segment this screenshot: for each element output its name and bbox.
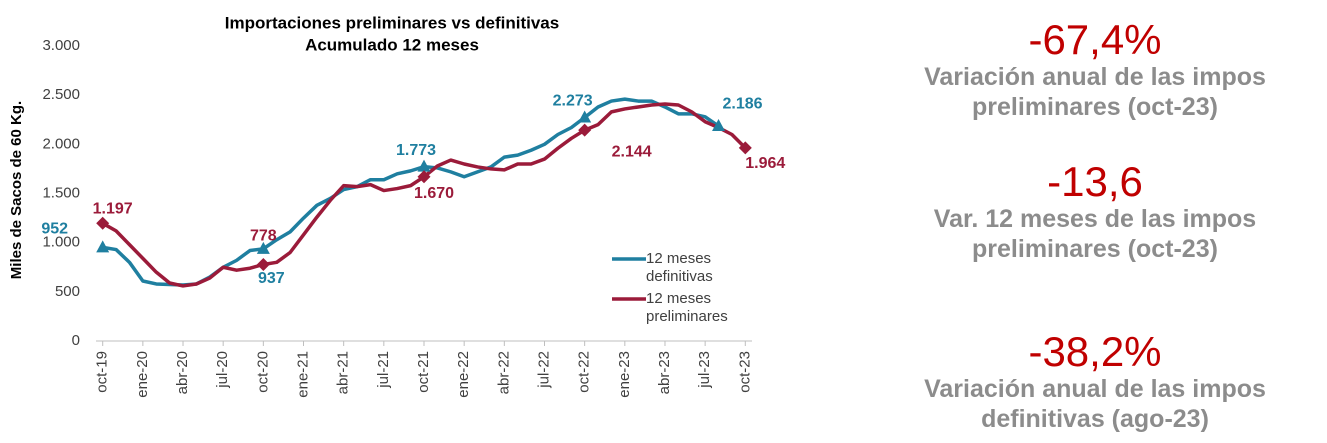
x-tick-label: abr-23 [656, 351, 673, 394]
x-tick-label: oct-20 [254, 351, 271, 393]
data-label: 2.186 [723, 95, 763, 112]
x-tick-label: oct-23 [736, 351, 753, 393]
data-label: 2.273 [553, 93, 593, 110]
kpi-value: -67,4% [1028, 16, 1162, 63]
x-tick-label: abr-20 [174, 351, 191, 394]
point-marker [256, 241, 270, 254]
x-tick-label: jul-20 [214, 351, 231, 389]
x-tick-label: jul-22 [535, 351, 552, 389]
legend-item: 12 meses definitivas [612, 250, 762, 286]
y-tick-label: 0 [72, 332, 80, 349]
x-tick-label: oct-22 [576, 351, 593, 393]
point-marker [578, 123, 592, 137]
point-marker [712, 119, 726, 132]
kpi-description: Variación anual de las impos preliminare… [924, 63, 1266, 121]
data-label: 937 [258, 270, 285, 287]
data-label: 778 [250, 228, 277, 245]
x-tick-label: ene-20 [134, 351, 151, 398]
y-tick-label: 500 [55, 283, 80, 300]
legend-swatch [612, 297, 646, 301]
point-marker [417, 159, 431, 172]
x-tick-label: abr-21 [335, 351, 352, 394]
y-tick-label: 1.500 [42, 184, 80, 201]
data-label: 1.670 [414, 185, 454, 202]
y-tick-label: 3.000 [42, 37, 80, 54]
data-label: 2.144 [612, 143, 652, 160]
y-tick-label: 1.000 [42, 234, 80, 251]
chart-title: Importaciones preliminares vs definitiva… [225, 13, 559, 32]
point-marker [738, 141, 752, 155]
kpi-description: Var. 12 meses de las impos preliminares … [933, 205, 1257, 263]
kpi: -13,6 Var. 12 meses de las impos prelimi… [900, 160, 1290, 264]
y-tick-label: 2.500 [42, 86, 80, 103]
legend-label: 12 meses preliminares [646, 290, 728, 325]
legend-item: 12 meses preliminares [612, 290, 762, 326]
kpi: -67,4% Variación anual de las impos prel… [860, 18, 1327, 122]
x-tick-label: ene-22 [455, 351, 472, 398]
x-tick-label: oct-21 [415, 351, 432, 393]
point-marker [96, 240, 110, 253]
x-tick-label: oct-19 [94, 351, 111, 393]
x-tick-label: jul-23 [696, 351, 713, 389]
y-axis-title: Miles de Sacos de 60 Kg. [8, 101, 25, 279]
x-tick-label: abr-22 [495, 351, 512, 394]
x-tick-label: jul-21 [375, 351, 392, 389]
legend-label: 12 meses definitivas [646, 250, 713, 285]
point-marker [578, 110, 592, 123]
point-marker [96, 216, 110, 230]
x-tick-label: ene-21 [294, 351, 311, 398]
point-marker [417, 170, 431, 184]
y-tick-label: 2.000 [42, 135, 80, 152]
legend-swatch [612, 257, 646, 261]
kpi: -38,2% Variación anual de las impos defi… [860, 330, 1327, 434]
kpi-value: -38,2% [1028, 328, 1162, 375]
point-marker [256, 257, 270, 271]
chart-subtitle: Acumulado 12 meses [305, 35, 479, 54]
data-label: 1.197 [93, 201, 133, 218]
x-tick-label: ene-23 [616, 351, 633, 398]
data-label: 952 [41, 221, 68, 238]
data-label: 1.964 [745, 155, 785, 172]
kpi-value: -13,6 [1047, 158, 1143, 205]
legend: 12 meses definitivas 12 meses preliminare… [612, 250, 762, 330]
chart: Importaciones preliminares vs definitiva… [8, 13, 785, 398]
data-label: 1.773 [396, 142, 436, 159]
kpi-description: Variación anual de las impos definitivas… [924, 375, 1266, 433]
